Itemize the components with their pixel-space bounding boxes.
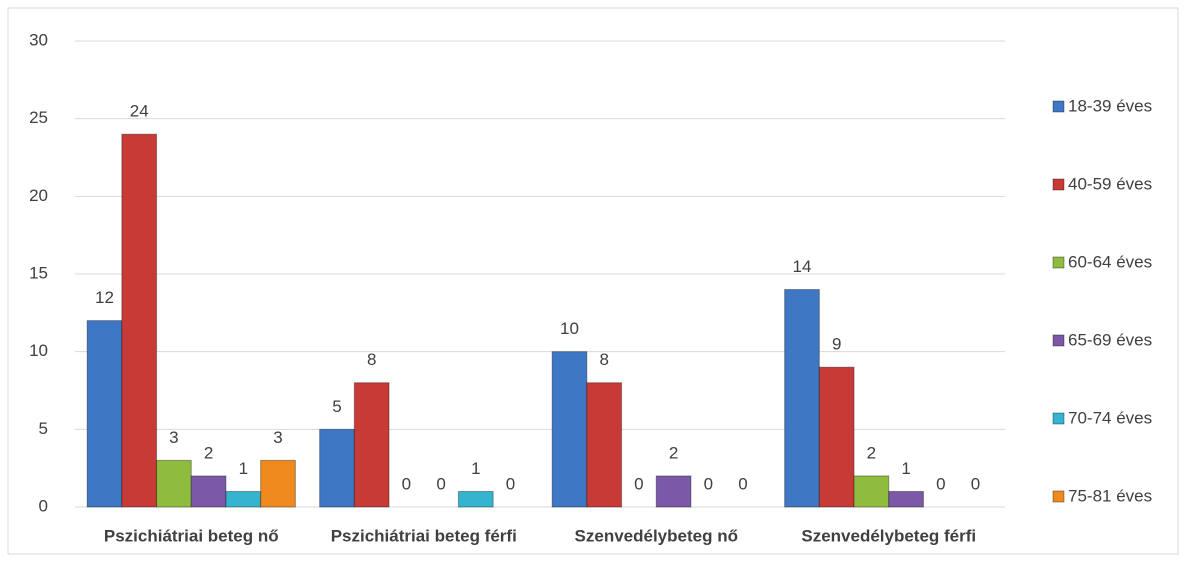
data-label: 5 [332,397,341,416]
data-label: 2 [204,443,213,462]
bar [551,351,588,508]
data-label: 8 [367,350,376,369]
bar [353,382,390,508]
data-label: 1 [471,459,480,478]
data-label: 1 [239,459,248,478]
y-tick-label: 25 [29,108,48,127]
legend-label: 18-39 éves [1068,96,1152,115]
data-label: 3 [169,428,178,447]
bar [818,366,855,508]
data-label: 3 [273,428,282,447]
legend-swatch [1052,256,1065,269]
bar [190,475,227,508]
bar [457,490,494,508]
data-label: 1 [901,459,910,478]
legend-swatch [1052,100,1065,113]
x-tick-label: Szenvedélybeteg nő [575,526,738,545]
data-label: 24 [130,102,149,121]
bar [319,428,355,508]
bar [156,459,192,508]
bar [121,133,158,508]
y-tick-label: 5 [39,419,48,438]
data-label: 0 [402,474,411,493]
data-label: 12 [95,288,114,307]
legend-swatch [1052,412,1065,425]
bar [260,459,296,508]
legend-swatch [1052,334,1065,347]
data-label: 9 [832,335,841,354]
y-tick-label: 30 [29,30,48,49]
data-label: 0 [634,474,643,493]
legend-label: 65-69 éves [1068,330,1152,349]
data-label: 0 [738,474,747,493]
y-tick-label: 20 [29,186,48,205]
data-label: 8 [599,350,608,369]
data-label: 2 [669,443,678,462]
data-label: 0 [506,474,515,493]
bar [888,490,924,508]
x-tick-label: Pszichiátriai beteg nő [104,526,279,545]
legend-swatch [1052,178,1065,191]
bar [853,475,890,508]
bar [225,490,262,508]
data-label: 0 [936,474,945,493]
legend-swatch [1052,490,1065,503]
data-label: 10 [560,319,579,338]
data-label: 2 [867,443,876,462]
data-label: 0 [436,474,445,493]
bar [655,475,692,508]
y-tick-label: 0 [39,496,48,515]
legend-label: 70-74 éves [1068,408,1152,427]
bar [86,320,123,508]
y-tick-label: 15 [29,263,48,282]
data-label: 0 [704,474,713,493]
legend-label: 40-59 éves [1068,174,1152,193]
x-tick-label: Pszichiátriai beteg férfi [331,526,517,545]
data-label: 0 [971,474,980,493]
y-tick-label: 10 [29,341,48,360]
data-label: 14 [793,257,812,276]
bar [784,289,820,508]
legend-label: 60-64 éves [1068,252,1152,271]
x-tick-label: Szenvedélybeteg férfi [801,526,976,545]
bar [586,382,623,508]
legend-label: 75-81 éves [1068,486,1152,505]
